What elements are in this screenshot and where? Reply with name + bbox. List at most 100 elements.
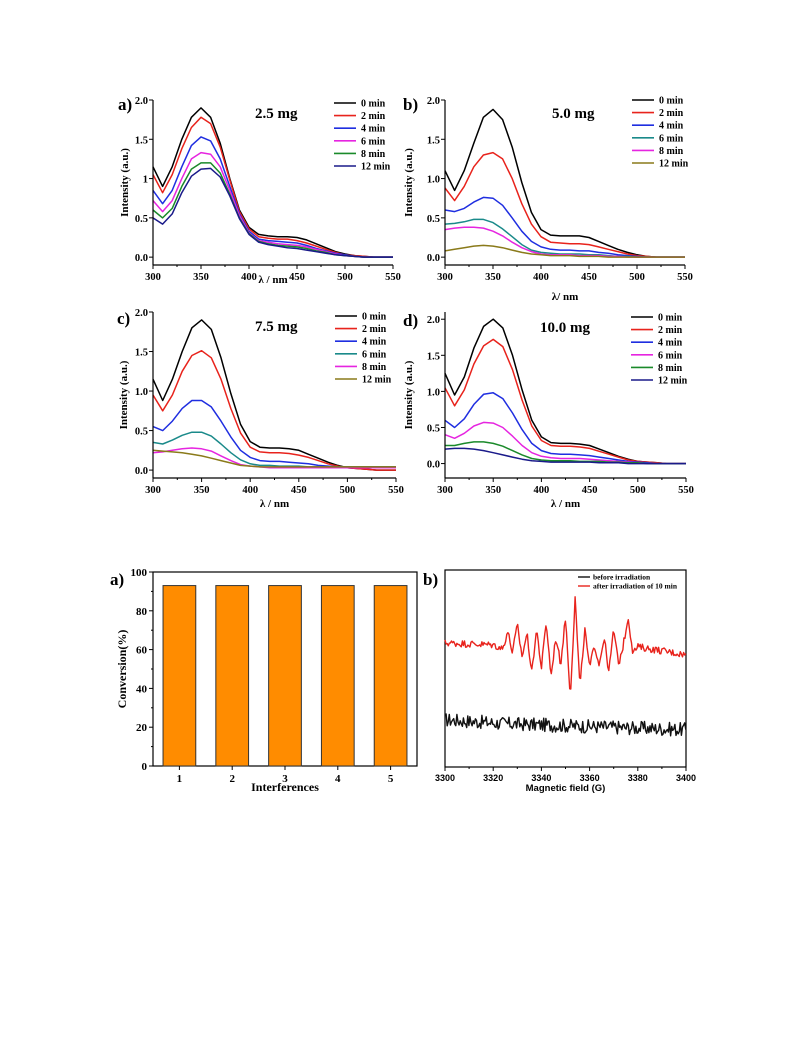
- legend-label: 8 min: [658, 363, 683, 374]
- y-tick-label: 0.0: [427, 460, 440, 471]
- x-tick-label: 350: [485, 485, 501, 496]
- legend-label: 6 min: [658, 350, 683, 361]
- y-tick-label: 1.0: [427, 387, 440, 398]
- bar: [373, 585, 408, 767]
- x-axis-title: λ / nm: [551, 498, 580, 510]
- legend-label: 12 min: [659, 159, 689, 170]
- x-axis-title: λ / nm: [258, 274, 287, 286]
- chart-uv_d: 300 350 400 450 500 550 0.0 0.5 1.0 1.5 2.0 λ / nm I…: [403, 311, 694, 510]
- x-tick-label: 450: [291, 485, 307, 496]
- bar: [215, 585, 250, 767]
- legend-label: 0 min: [362, 312, 387, 323]
- x-tick-label: 300: [145, 485, 161, 496]
- y-tick-label: 0: [142, 761, 148, 773]
- legend-label: 12 min: [362, 375, 392, 386]
- series-line: [152, 447, 396, 469]
- y-tick-label: 1.5: [427, 351, 440, 362]
- y-tick-label: 0.5: [135, 214, 148, 225]
- y-axis-title: Intensity (a.u.): [403, 148, 415, 217]
- y-tick-label: 1.5: [427, 135, 440, 146]
- chart-uv_b: 300 350 400 450 500 550 0.0 0.5 1.0 1.5 2.0 λ/ nm In…: [403, 95, 693, 303]
- x-tick-label: 3360: [580, 773, 600, 783]
- legend-label: 6 min: [362, 349, 387, 360]
- legend-label: 6 min: [361, 136, 386, 147]
- x-tick-label: 450: [582, 485, 598, 496]
- x-tick-label: 500: [630, 485, 646, 496]
- legend-label: 12 min: [658, 376, 688, 387]
- legend-label: 4 min: [659, 121, 684, 132]
- x-tick-label: 300: [145, 272, 161, 283]
- x-tick-label: 550: [677, 272, 693, 283]
- x-tick-label: 3320: [483, 773, 503, 783]
- panel-label: b): [403, 95, 418, 114]
- chart-uv_a: 300 350 400 450 500 550 0.0 0.5 1 1.5 2.0 λ / nm Int…: [118, 95, 401, 286]
- y-tick-label: 40: [136, 683, 148, 695]
- y-axis-title: Intensity (a.u.): [118, 360, 130, 429]
- x-tick-label: 350: [194, 485, 210, 496]
- y-axis-title: Conversion(%): [115, 630, 129, 709]
- series-line: [444, 713, 687, 737]
- y-tick-label: 1: [143, 175, 148, 186]
- y-tick-label: 1.5: [135, 348, 148, 359]
- panel-label: b): [423, 570, 438, 589]
- y-tick-label: 20: [136, 722, 148, 734]
- x-tick-label: 350: [485, 272, 501, 283]
- series-line: [444, 447, 686, 465]
- bar: [162, 585, 197, 767]
- y-tick-label: 0.5: [427, 214, 440, 225]
- x-tick-label: 400: [242, 485, 258, 496]
- x-tick-label: 300: [437, 272, 453, 283]
- y-tick-label: 2.0: [135, 96, 148, 107]
- y-tick-label: 60: [136, 645, 148, 657]
- series-line: [444, 596, 687, 690]
- series-line: [152, 107, 393, 258]
- x-tick-label: 500: [340, 485, 356, 496]
- x-axis-title: Magnetic field (G): [526, 783, 606, 794]
- y-tick-label: 1.5: [135, 135, 148, 146]
- series-line: [444, 218, 685, 258]
- legend-label: 8 min: [361, 149, 386, 160]
- panel-label: d): [403, 311, 418, 330]
- panel-label: c): [117, 309, 130, 328]
- x-tick-label: 500: [337, 272, 353, 283]
- series-line: [152, 449, 396, 468]
- series-line: [444, 226, 685, 258]
- legend-label: 0 min: [659, 96, 684, 107]
- x-tick-label: 400: [534, 485, 550, 496]
- y-tick-label: 0.0: [135, 466, 148, 477]
- legend-label: 6 min: [659, 133, 684, 144]
- x-tick-label: 400: [533, 272, 549, 283]
- y-tick-label: 0.0: [135, 253, 148, 264]
- y-tick-label: 0.0: [427, 253, 440, 264]
- y-tick-label: 0.5: [135, 427, 148, 438]
- legend-label: 4 min: [658, 338, 683, 349]
- bar: [268, 585, 302, 767]
- legend-label: 4 min: [361, 124, 386, 135]
- x-tick-label: 550: [678, 485, 694, 496]
- x-tick-label: 500: [629, 272, 645, 283]
- series-line: [152, 167, 393, 258]
- legend-label: 8 min: [659, 146, 684, 157]
- legend-label: 2 min: [362, 324, 387, 335]
- y-tick-label: 1.0: [427, 175, 440, 186]
- bar: [320, 585, 355, 767]
- x-tick-label: 550: [385, 272, 401, 283]
- legend-label: 4 min: [362, 337, 387, 348]
- x-tick-label: 3300: [435, 773, 455, 783]
- x-tick-label: 1: [177, 773, 183, 785]
- y-tick-label: 100: [131, 567, 148, 579]
- y-tick-label: 1.0: [135, 387, 148, 398]
- chart-uv_c: 300 350 400 450 500 550 0.0 0.5 1.0 1.5 2.0 λ / nm I…: [117, 308, 404, 510]
- plot-frame: [444, 569, 687, 768]
- series-line: [444, 338, 686, 465]
- y-tick-label: 2.0: [427, 315, 440, 326]
- panel-label: a): [110, 570, 124, 589]
- y-tick-label: 80: [136, 606, 148, 618]
- x-tick-label: 5: [388, 773, 394, 785]
- x-tick-label: 450: [581, 272, 597, 283]
- legend-label: 0 min: [361, 99, 386, 110]
- y-tick-label: 2.0: [427, 96, 440, 107]
- legend-label: after irradiation of 10 min: [593, 582, 678, 591]
- series-line: [445, 441, 686, 465]
